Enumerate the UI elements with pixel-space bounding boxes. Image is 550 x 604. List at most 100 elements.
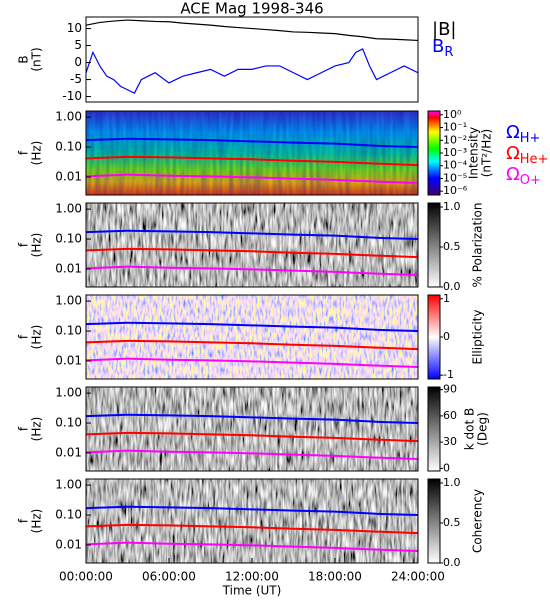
colorbar-tick-label: 60 xyxy=(443,409,457,422)
colorbar-tick-label: 0 xyxy=(443,461,450,474)
y-axis-label: (nT) xyxy=(30,47,44,71)
colorbar-tick-label: 1.0 xyxy=(443,476,461,489)
y-axis-label: f xyxy=(17,334,31,339)
gyrofrequency-line xyxy=(85,505,419,517)
chart-title: ACE Mag 1998-346 xyxy=(180,0,323,18)
legend-label: ΩO+ xyxy=(506,164,541,188)
colorbar-tick-label: 0.0 xyxy=(443,556,461,569)
series-line xyxy=(85,19,419,42)
colorbar-tick-label: 10⁻⁵ xyxy=(443,171,467,184)
y-axis-label: f xyxy=(17,518,31,523)
y-tick-label: 10 xyxy=(67,21,82,35)
legend-subscript: O+ xyxy=(520,173,541,188)
plot-frame xyxy=(85,16,419,103)
y-tick-label: 0.10 xyxy=(55,140,82,154)
y-tick-label: 1.00 xyxy=(55,478,82,492)
y-tick-label: -5 xyxy=(70,72,82,86)
colorbar xyxy=(427,202,441,288)
legend-label: |B| xyxy=(432,19,456,40)
x-tick-label: 12:00:00 xyxy=(225,570,279,584)
colorbar xyxy=(427,478,441,564)
colorbar-label: (nT²/Hz) xyxy=(480,129,494,177)
y-tick-label: 0 xyxy=(74,55,82,69)
y-tick-label: 0.10 xyxy=(55,232,82,246)
legend-subscript: R xyxy=(444,45,453,60)
gyrofrequency-line xyxy=(85,449,419,460)
colorbar-tick-label: 10⁰ xyxy=(443,108,462,121)
legend-subscript: H+ xyxy=(520,131,541,146)
gyrofrequency-line xyxy=(85,541,419,552)
gyrofrequency-line xyxy=(85,357,419,368)
y-tick-label: 1.00 xyxy=(55,110,82,124)
x-tick-label: 24:00:00 xyxy=(391,570,445,584)
x-tick-label: 18:00:00 xyxy=(308,570,362,584)
spectrogram-image xyxy=(86,387,418,471)
colorbar xyxy=(427,294,441,380)
y-tick-label: 1.00 xyxy=(55,386,82,400)
colorbar-tick-label: 30 xyxy=(443,435,457,448)
plot-frame xyxy=(85,294,419,380)
y-axis-label: f xyxy=(17,426,31,431)
spectrogram-image xyxy=(86,295,418,379)
y-tick-label: 1.00 xyxy=(55,202,82,216)
plot-frame xyxy=(85,202,419,288)
legend-name: Ω xyxy=(506,164,520,185)
legend-name: Ω xyxy=(506,143,520,164)
legend-label: BR xyxy=(432,36,453,60)
colorbar-tick-label: 10⁻⁴ xyxy=(443,159,468,172)
colorbar xyxy=(427,110,441,196)
gyrofrequency-line xyxy=(85,413,419,425)
y-tick-label: 0.10 xyxy=(55,416,82,430)
y-tick-label: 0.10 xyxy=(55,324,82,338)
gyrofrequency-line xyxy=(85,339,419,351)
gyrofrequency-line xyxy=(85,173,419,184)
gyrofrequency-line xyxy=(85,229,419,241)
colorbar-tick-label: 10⁻¹ xyxy=(443,121,467,134)
colorbar-label: Intensity xyxy=(467,127,481,179)
y-tick-label: 0.01 xyxy=(55,537,82,551)
y-axis-label: (Hz) xyxy=(30,509,44,534)
colorbar-tick-label: 0.5 xyxy=(443,516,461,529)
colorbar xyxy=(427,386,441,472)
colorbar-tick-label: 1 xyxy=(443,292,450,305)
y-tick-label: 5 xyxy=(74,38,82,52)
series-line xyxy=(85,48,419,94)
colorbar-tick-label: 90 xyxy=(443,383,457,396)
y-tick-label: 0.01 xyxy=(55,261,82,275)
gyrofrequency-line xyxy=(85,137,419,149)
y-tick-label: 0.01 xyxy=(55,445,82,459)
legend-name: |B| xyxy=(432,19,456,40)
plot-frame xyxy=(85,110,419,196)
spectrogram-image xyxy=(86,203,418,287)
colorbar-tick-label: -1 xyxy=(443,368,454,381)
y-axis-label: B xyxy=(17,55,31,63)
x-axis-label: Time (UT) xyxy=(222,584,282,598)
y-axis-label: f xyxy=(17,242,31,247)
legend-name: B xyxy=(432,36,444,57)
colorbar-tick-label: 1.0 xyxy=(443,200,461,213)
x-tick-label: 06:00:00 xyxy=(142,570,196,584)
y-axis-label: (Hz) xyxy=(30,417,44,442)
y-tick-label: 0.01 xyxy=(55,353,82,367)
y-tick-label: -10 xyxy=(62,89,82,103)
legend-name: Ω xyxy=(506,122,520,143)
colorbar-tick-label: 10⁻² xyxy=(443,133,467,146)
colorbar-label: Coherency xyxy=(471,489,485,553)
plot-frame xyxy=(85,386,419,472)
y-axis-label: (Hz) xyxy=(30,325,44,350)
gyrofrequency-line xyxy=(85,265,419,276)
x-tick-label: 00:00:00 xyxy=(59,570,113,584)
legend-label: ΩHe+ xyxy=(506,143,548,167)
y-axis-label: (Hz) xyxy=(30,233,44,258)
y-axis-label: (Hz) xyxy=(30,141,44,166)
y-axis-label: f xyxy=(17,150,31,155)
spectrogram-image xyxy=(86,479,418,563)
gyrofrequency-line xyxy=(85,431,419,443)
legend-label: ΩH+ xyxy=(506,122,540,146)
colorbar-tick-label: 10⁻⁶ xyxy=(443,184,468,197)
gyrofrequency-line xyxy=(85,247,419,259)
legend-subscript: He+ xyxy=(520,152,549,167)
spectrogram-texture xyxy=(86,111,418,195)
